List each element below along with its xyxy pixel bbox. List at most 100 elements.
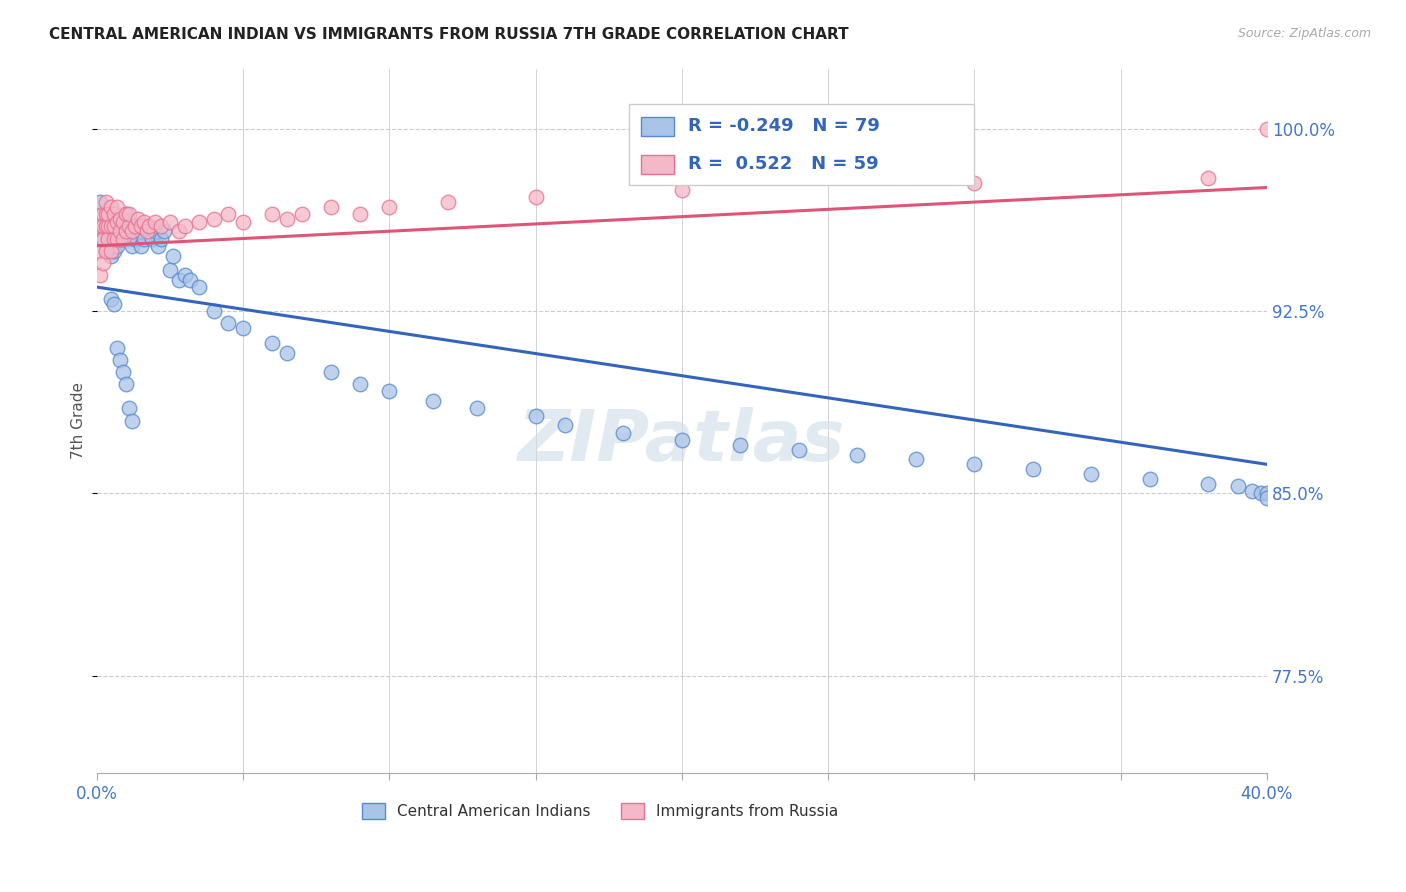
Point (290, 207, 312, 221)
Point (217, 317, 239, 331)
Text: ZIPatlas: ZIPatlas (519, 408, 845, 476)
Point (103, 231, 125, 245)
Point (554, 418, 576, 433)
Point (1256, 486, 1278, 500)
Point (115, 207, 138, 221)
Point (787, 442, 810, 457)
Point (97, 231, 120, 245)
Point (115, 224, 138, 238)
Point (118, 401, 141, 416)
Point (202, 212, 225, 227)
Point (127, 212, 149, 227)
Point (112, 231, 135, 245)
Point (262, 335, 284, 350)
Point (103, 297, 125, 311)
Point (97, 207, 120, 221)
Point (1226, 479, 1249, 493)
Point (846, 448, 869, 462)
Point (105, 231, 128, 245)
Point (94, 219, 117, 234)
Point (94, 207, 117, 221)
Point (173, 268, 195, 282)
Point (91, 256, 114, 270)
Point (150, 231, 173, 245)
Point (105, 200, 128, 214)
Point (135, 224, 157, 238)
Point (124, 231, 146, 245)
Point (963, 176, 986, 190)
Point (121, 224, 143, 238)
Point (143, 214, 166, 228)
Point (524, 409, 547, 423)
Point (94, 207, 117, 221)
Point (1256, 122, 1278, 136)
Point (132, 214, 155, 228)
Point (103, 244, 125, 258)
Point (963, 458, 986, 472)
Point (112, 231, 135, 245)
Point (1241, 484, 1264, 499)
Point (124, 219, 146, 234)
Point (108, 212, 131, 227)
Point (89, 268, 111, 282)
Point (150, 219, 173, 234)
Point (103, 219, 125, 234)
Point (91, 231, 114, 245)
Point (100, 200, 122, 214)
Point (91, 207, 114, 221)
Point (276, 212, 298, 227)
Point (100, 231, 122, 245)
Point (422, 394, 444, 409)
Point (121, 224, 143, 238)
Point (1197, 170, 1219, 185)
Point (91, 219, 114, 234)
FancyBboxPatch shape (641, 154, 673, 174)
Point (141, 231, 163, 245)
Point (89, 195, 111, 210)
Point (276, 345, 298, 359)
Point (94, 224, 117, 238)
Point (115, 207, 138, 221)
Point (97, 231, 120, 245)
Point (232, 214, 254, 228)
Point (217, 207, 239, 221)
Point (524, 190, 547, 204)
Point (100, 248, 122, 262)
Point (167, 273, 190, 287)
Point (129, 219, 152, 234)
Point (127, 219, 149, 234)
Legend: Central American Indians, Immigrants from Russia: Central American Indians, Immigrants fro… (356, 797, 845, 825)
Point (94, 244, 117, 258)
Point (108, 231, 131, 245)
Point (730, 438, 752, 452)
Point (91, 231, 114, 245)
Text: R = -0.249   N = 79: R = -0.249 N = 79 (688, 118, 880, 136)
Point (159, 214, 181, 228)
Point (612, 425, 634, 440)
Point (148, 239, 170, 253)
Point (167, 224, 190, 238)
Point (1080, 467, 1102, 481)
Point (118, 231, 141, 245)
Point (138, 224, 160, 238)
Point (103, 207, 125, 221)
Point (105, 219, 128, 234)
Point (115, 224, 138, 238)
Point (100, 219, 122, 234)
Point (108, 352, 131, 367)
Point (94, 195, 117, 210)
Point (100, 292, 122, 306)
Text: Source: ZipAtlas.com: Source: ZipAtlas.com (1237, 27, 1371, 40)
Point (153, 224, 176, 238)
Point (188, 214, 211, 228)
Point (108, 224, 131, 238)
Point (378, 200, 401, 214)
Point (262, 207, 284, 221)
Point (103, 231, 125, 245)
Point (105, 214, 128, 228)
Text: R =  0.522   N = 59: R = 0.522 N = 59 (688, 155, 879, 173)
Point (1139, 472, 1161, 486)
Point (904, 452, 927, 467)
Point (349, 207, 371, 221)
FancyBboxPatch shape (641, 117, 673, 136)
